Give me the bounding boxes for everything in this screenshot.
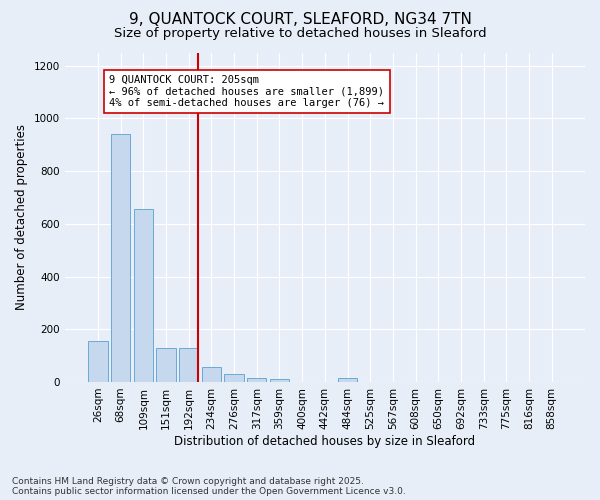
Bar bbox=[338, 378, 357, 382]
X-axis label: Distribution of detached houses by size in Sleaford: Distribution of detached houses by size … bbox=[174, 434, 475, 448]
Bar bbox=[88, 341, 107, 382]
Text: 9 QUANTOCK COURT: 205sqm
← 96% of detached houses are smaller (1,899)
4% of semi: 9 QUANTOCK COURT: 205sqm ← 96% of detach… bbox=[109, 75, 385, 108]
Bar bbox=[179, 348, 199, 382]
Bar bbox=[202, 366, 221, 382]
Text: Contains HM Land Registry data © Crown copyright and database right 2025.: Contains HM Land Registry data © Crown c… bbox=[12, 477, 364, 486]
Text: Size of property relative to detached houses in Sleaford: Size of property relative to detached ho… bbox=[113, 28, 487, 40]
Bar bbox=[157, 348, 176, 382]
Bar bbox=[134, 210, 153, 382]
Bar bbox=[270, 380, 289, 382]
Bar bbox=[247, 378, 266, 382]
Text: 9, QUANTOCK COURT, SLEAFORD, NG34 7TN: 9, QUANTOCK COURT, SLEAFORD, NG34 7TN bbox=[128, 12, 472, 28]
Bar bbox=[224, 374, 244, 382]
Y-axis label: Number of detached properties: Number of detached properties bbox=[15, 124, 28, 310]
Text: Contains public sector information licensed under the Open Government Licence v3: Contains public sector information licen… bbox=[12, 487, 406, 496]
Bar bbox=[111, 134, 130, 382]
